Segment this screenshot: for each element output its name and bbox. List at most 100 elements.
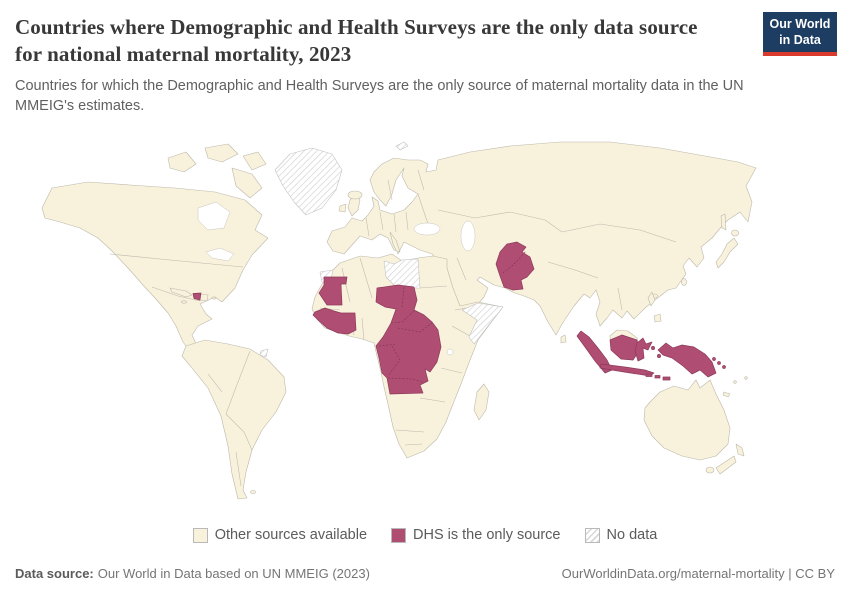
iceland[interactable] xyxy=(347,190,363,200)
country-borders xyxy=(109,169,677,487)
border-drc-angola xyxy=(387,377,425,383)
black-sea xyxy=(413,222,441,236)
border-congo-drc xyxy=(387,345,401,377)
legend-item-other-sources[interactable]: Other sources available xyxy=(192,527,367,543)
border-zambia-zimbabwe xyxy=(419,397,446,403)
lake-victoria xyxy=(446,348,454,356)
border-thailand-myanmar xyxy=(617,287,623,311)
legend-item-no-data[interactable]: No data xyxy=(584,527,658,543)
falkland-islands[interactable] xyxy=(250,490,256,494)
credit-link[interactable]: OurWorldinData.org/maternal-mortality | … xyxy=(561,566,835,581)
country-indonesia-maluku-1[interactable] xyxy=(651,346,655,350)
border-india-china xyxy=(547,261,599,279)
country-group-central-africa-dhs[interactable] xyxy=(375,284,442,395)
border-us-canada xyxy=(109,253,244,268)
hokkaido[interactable] xyxy=(731,229,739,237)
jamaica[interactable] xyxy=(181,300,187,304)
border-mongolia-china xyxy=(544,219,677,243)
vanuatu[interactable] xyxy=(733,380,737,384)
puerto-rico[interactable] xyxy=(211,296,217,300)
border-south-africa xyxy=(404,443,423,446)
dhs-internal-borders xyxy=(378,250,527,383)
cuba[interactable] xyxy=(169,287,193,298)
country-haiti[interactable] xyxy=(192,292,202,301)
madagascar[interactable] xyxy=(473,383,490,421)
country-solomon-islands-1[interactable] xyxy=(712,357,716,361)
sri-lanka[interactable] xyxy=(560,334,567,344)
border-iran-iraq xyxy=(456,257,467,281)
country-group-guinea-sierraleone-liberia-cotedivoire[interactable] xyxy=(312,307,357,335)
border-car-drc xyxy=(397,322,433,333)
region-libya[interactable] xyxy=(383,258,421,290)
border-tanzania-south xyxy=(440,367,463,374)
arctic-island-2[interactable] xyxy=(204,143,239,163)
new-caledonia[interactable] xyxy=(722,391,731,398)
border-argentina-chile xyxy=(235,451,242,487)
border-brazil xyxy=(225,350,253,451)
country-indonesia-lesser-sunda-1[interactable] xyxy=(645,373,653,377)
legend-label-dhs: DHS is the only source xyxy=(413,527,561,543)
dhs-countries xyxy=(192,241,726,395)
border-ukraine-russia xyxy=(405,211,409,231)
region-french-guiana[interactable] xyxy=(259,348,269,358)
country-mauritania[interactable] xyxy=(318,276,348,306)
baffin-island[interactable] xyxy=(231,167,263,199)
water-bodies xyxy=(197,201,476,356)
legend-swatch-nodata xyxy=(584,527,600,543)
fiji[interactable] xyxy=(744,376,748,380)
region-svalbard[interactable] xyxy=(395,141,409,151)
border-ethiopia-kenya xyxy=(451,325,471,337)
legend-label-nodata: No data xyxy=(606,527,658,543)
new-zealand-north[interactable] xyxy=(735,443,745,457)
country-solomon-islands-2[interactable] xyxy=(717,361,721,365)
arctic-island-1[interactable] xyxy=(167,151,197,173)
border-algeria-mali xyxy=(359,257,373,299)
country-indonesia-sulawesi[interactable] xyxy=(634,337,653,362)
border-chad-cameroon-car xyxy=(390,310,415,324)
continent-south-america[interactable] xyxy=(181,339,287,500)
border-cameroon-gabon xyxy=(378,343,397,347)
map-legend: Other sources available DHS is the only … xyxy=(0,527,850,543)
data-source-text: Our World in Data based on UN MMEIG (202… xyxy=(97,566,370,581)
country-group-afghanistan-pakistan[interactable] xyxy=(495,241,535,291)
owid-logo[interactable]: Our World in Data xyxy=(763,12,837,57)
chart-subtitle: Countries for which the Demographic and … xyxy=(15,78,744,115)
new-zealand-south[interactable] xyxy=(715,455,737,475)
border-russia-kazakhstan xyxy=(437,209,546,221)
tasmania[interactable] xyxy=(705,466,715,474)
japan[interactable] xyxy=(715,237,739,269)
country-indonesia-lesser-sunda-2[interactable] xyxy=(654,375,661,379)
great-lakes xyxy=(205,247,235,262)
taiwan[interactable] xyxy=(681,278,687,286)
legend-item-dhs-only[interactable]: DHS is the only source xyxy=(391,527,561,543)
border-germany-poland xyxy=(379,211,384,231)
philippines-luzon[interactable] xyxy=(647,291,656,307)
border-colombia-peru xyxy=(207,373,223,393)
logo-line2: in Data xyxy=(779,32,821,47)
country-indonesia-maluku-2[interactable] xyxy=(657,354,661,358)
country-indonesia-timor[interactable] xyxy=(662,376,671,381)
caspian-sea xyxy=(460,220,476,252)
border-nigeria-benin xyxy=(361,317,365,341)
country-group-new-guinea[interactable] xyxy=(657,342,717,378)
border-morocco-algeria xyxy=(341,267,351,303)
border-france-germany xyxy=(365,217,370,237)
border-poland-ukraine xyxy=(393,213,397,233)
data-source: Data source: Our World in Data based on U… xyxy=(15,566,370,581)
arctic-island-3[interactable] xyxy=(242,151,267,171)
ireland[interactable] xyxy=(338,203,347,213)
region-somalia[interactable] xyxy=(461,302,504,345)
country-solomon-islands-3[interactable] xyxy=(722,365,726,369)
legend-swatch-other xyxy=(192,527,208,543)
world-map xyxy=(41,141,757,500)
border-namibia-botswana xyxy=(395,429,425,433)
region-greenland[interactable] xyxy=(274,147,343,216)
australia[interactable] xyxy=(643,379,731,461)
country-indonesia-sumatra[interactable] xyxy=(576,330,613,374)
border-egypt-sudan xyxy=(419,285,448,289)
data-source-label: Data source: xyxy=(15,566,94,581)
map-area xyxy=(0,130,850,520)
philippines-mindanao[interactable] xyxy=(653,313,662,323)
sakhalin[interactable] xyxy=(720,213,727,231)
